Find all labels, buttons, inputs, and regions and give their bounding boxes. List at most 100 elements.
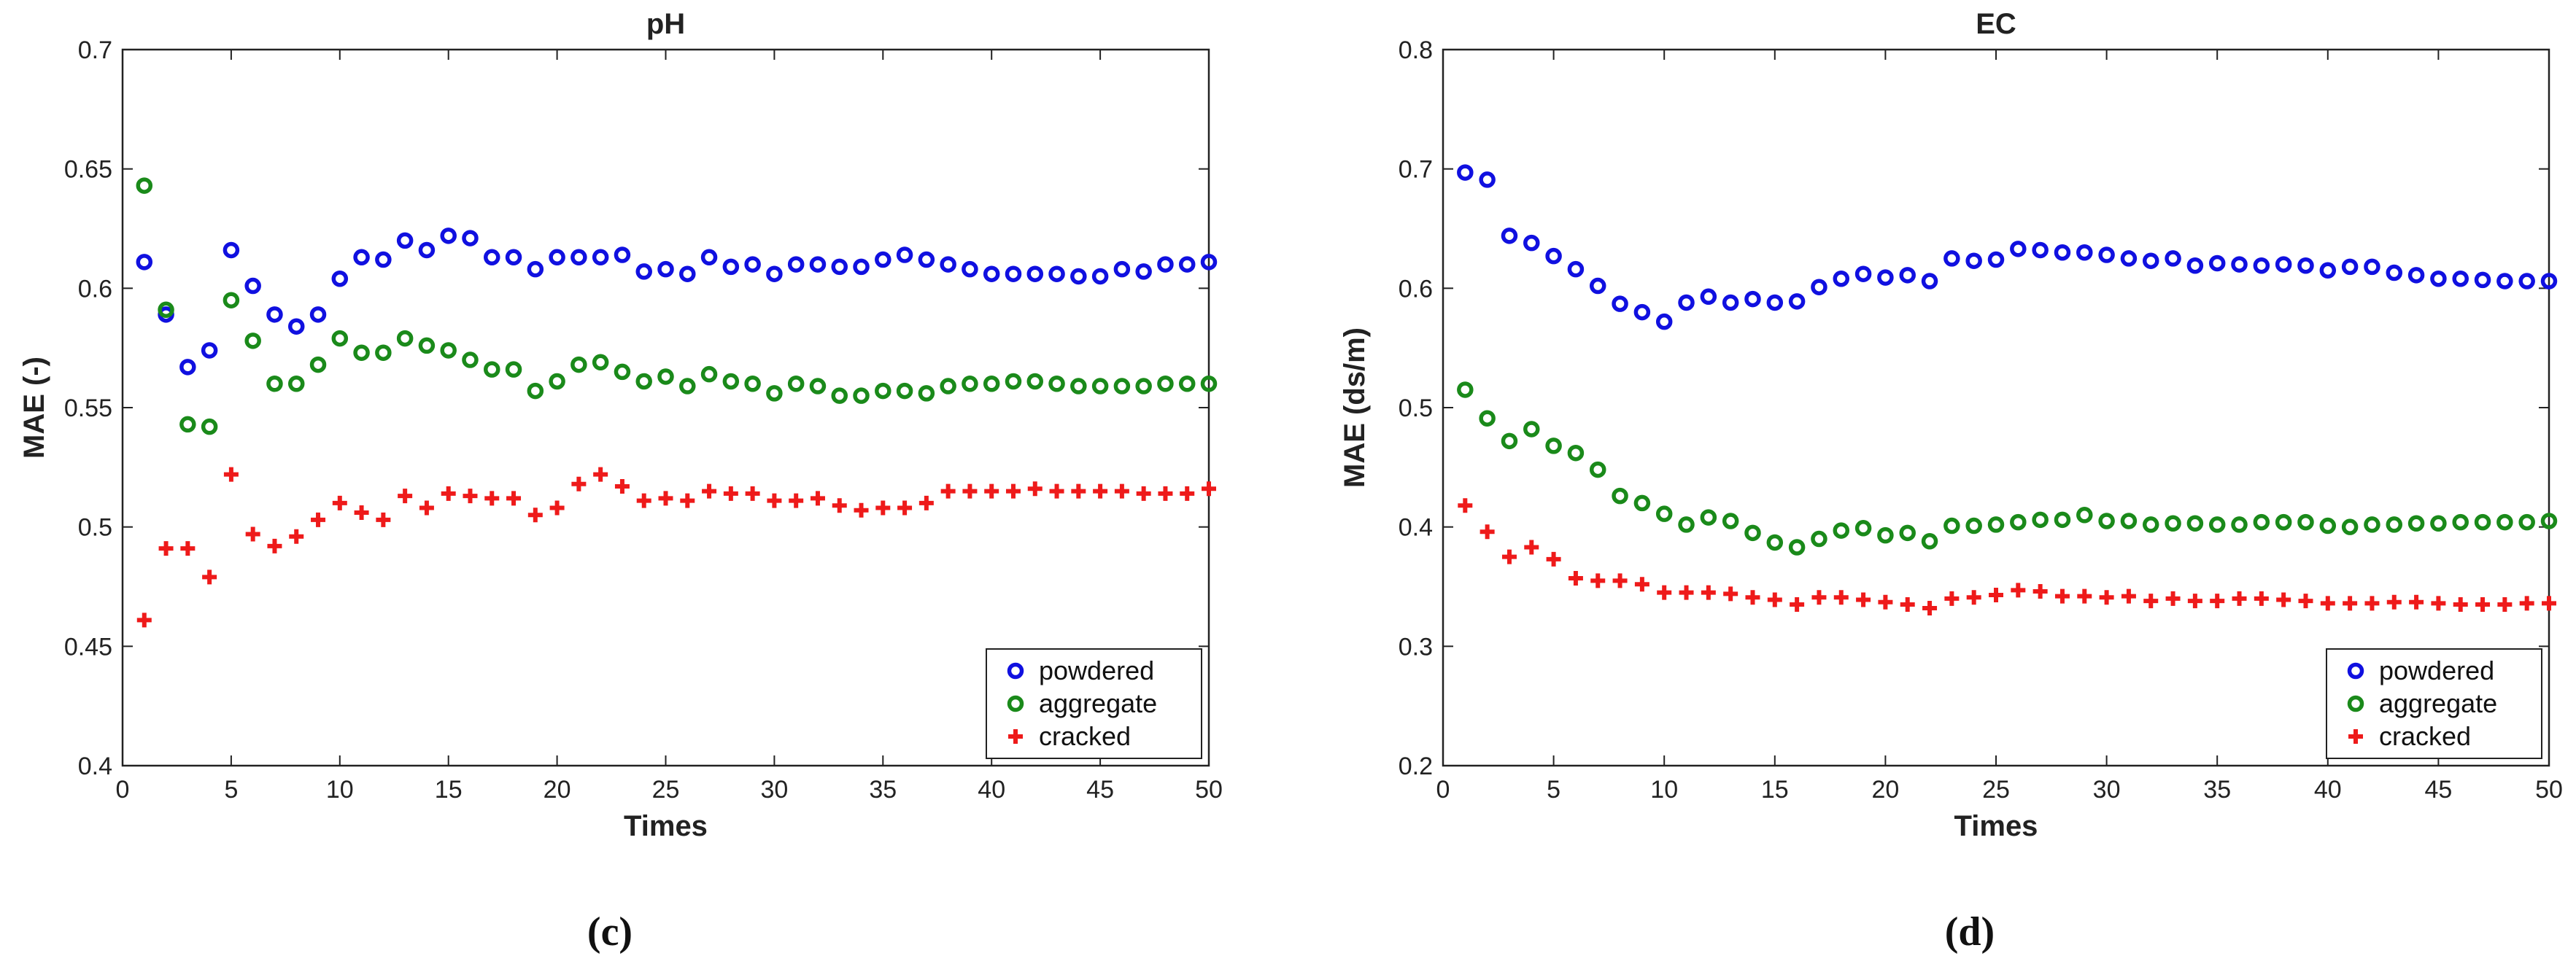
data-point-powdered — [1854, 265, 1872, 282]
data-point-aggregate — [1854, 520, 1872, 537]
data-point-cracked — [2320, 596, 2335, 611]
data-point-powdered — [2452, 270, 2469, 287]
data-point-cracked — [918, 495, 934, 510]
data-point-aggregate — [1788, 539, 1806, 556]
data-point-powdered — [1788, 293, 1806, 310]
data-point-powdered — [287, 318, 305, 335]
data-point-cracked — [940, 483, 956, 499]
data-point-cracked — [745, 486, 760, 501]
data-point-cracked — [549, 500, 565, 516]
data-point-aggregate — [2407, 515, 2425, 532]
data-point-powdered — [2407, 267, 2425, 284]
data-point-aggregate — [2518, 513, 2535, 531]
data-point-cracked — [1093, 483, 1108, 499]
data-point-powdered — [2208, 254, 2226, 272]
series-powdered — [136, 228, 1218, 376]
data-point-cracked — [202, 570, 217, 585]
data-point-cracked — [1701, 585, 1716, 600]
data-point-aggregate — [787, 376, 805, 392]
data-point-aggregate — [1921, 533, 1938, 550]
data-point-aggregate — [158, 301, 174, 319]
data-point-cracked — [1005, 483, 1021, 499]
data-point-cracked — [2497, 597, 2513, 613]
data-point-cracked — [1158, 486, 1173, 501]
y-tick-label: 0.7 — [78, 36, 112, 64]
data-point-cracked — [419, 500, 434, 516]
data-point-cracked — [2143, 594, 2159, 609]
data-point-aggregate — [353, 344, 370, 361]
data-point-cracked — [1524, 540, 1539, 555]
data-point-powdered — [1965, 252, 1982, 269]
data-point-aggregate — [2364, 516, 2380, 533]
data-point-aggregate — [309, 356, 327, 373]
x-tick-label: 30 — [760, 776, 788, 804]
chart-title: pH — [646, 8, 685, 40]
data-point-aggregate — [266, 376, 283, 392]
data-point-powdered — [1766, 294, 1784, 311]
data-point-cracked — [2431, 596, 2446, 611]
data-point-powdered — [570, 249, 587, 266]
data-point-cracked — [1612, 573, 1628, 588]
data-point-cracked — [789, 493, 804, 508]
data-point-cracked — [1745, 590, 1760, 605]
data-point-aggregate — [2297, 513, 2314, 531]
data-point-aggregate — [1157, 376, 1174, 392]
data-point-powdered — [179, 359, 196, 376]
y-tick-label: 0.7 — [1399, 156, 1433, 184]
data-point-aggregate — [1965, 517, 1982, 535]
data-point-cracked — [2475, 597, 2491, 613]
data-point-cracked — [245, 526, 260, 542]
data-point-powdered — [484, 249, 500, 266]
y-tick-label: 0.8 — [1399, 36, 1433, 64]
data-point-aggregate — [1612, 487, 1628, 505]
data-point-powdered — [2275, 256, 2292, 273]
data-point-cracked — [463, 489, 478, 504]
x-tick-label: 35 — [2203, 776, 2231, 804]
data-point-aggregate — [570, 356, 587, 373]
plot-area-frame — [1442, 48, 2550, 767]
legend-marker-powdered — [1007, 662, 1024, 680]
data-point-powdered — [2032, 241, 2049, 259]
data-point-aggregate — [2540, 513, 2558, 529]
series-powdered — [1457, 164, 2558, 330]
data-point-powdered — [1135, 263, 1152, 280]
data-point-powdered — [2076, 244, 2093, 261]
data-point-aggregate — [875, 382, 891, 400]
data-point-powdered — [1005, 265, 1022, 282]
data-point-aggregate — [1501, 432, 1518, 450]
x-tick-label: 50 — [1195, 776, 1223, 804]
y-tick-label: 0.65 — [64, 156, 112, 184]
data-point-powdered — [2518, 273, 2535, 289]
data-point-aggregate — [2275, 513, 2292, 531]
data-point-aggregate — [2010, 513, 2027, 531]
data-point-aggregate — [1070, 378, 1087, 394]
legend-label-cracked: cracked — [2379, 721, 2471, 751]
data-point-powdered — [1026, 265, 1044, 282]
data-point-cracked — [1180, 486, 1195, 501]
data-point-aggregate — [1899, 524, 1916, 542]
data-point-powdered — [505, 249, 522, 266]
x-tick-label: 30 — [2093, 776, 2121, 804]
x-tick-label: 40 — [978, 776, 1005, 804]
data-point-cracked — [1458, 498, 1473, 513]
x-tick-label: 45 — [1086, 776, 1114, 804]
chart-panel-ec: EC 0 5 10 15 20 25 30 35 40 45 50 0.2 0.3 0.4 0.5 0.6 0.7… — [1339, 8, 2563, 842]
data-point-powdered — [549, 249, 565, 266]
data-point-powdered — [2341, 258, 2359, 276]
data-point-cracked — [527, 508, 543, 523]
data-point-aggregate — [2186, 515, 2204, 532]
data-point-powdered — [1633, 303, 1651, 321]
data-point-powdered — [809, 256, 827, 273]
data-point-powdered — [1811, 279, 1827, 295]
data-point-powdered — [918, 251, 935, 268]
panel-caption: (c) — [587, 909, 633, 955]
data-point-powdered — [1987, 251, 2005, 268]
data-point-cracked — [332, 495, 347, 510]
data-point-cracked — [1136, 486, 1151, 501]
legend-label-cracked: cracked — [1039, 721, 1131, 751]
data-point-cracked — [658, 491, 673, 506]
data-point-cracked — [376, 512, 391, 527]
data-point-cracked — [2298, 594, 2313, 609]
data-point-cracked — [854, 502, 869, 518]
data-point-aggregate — [223, 292, 240, 308]
